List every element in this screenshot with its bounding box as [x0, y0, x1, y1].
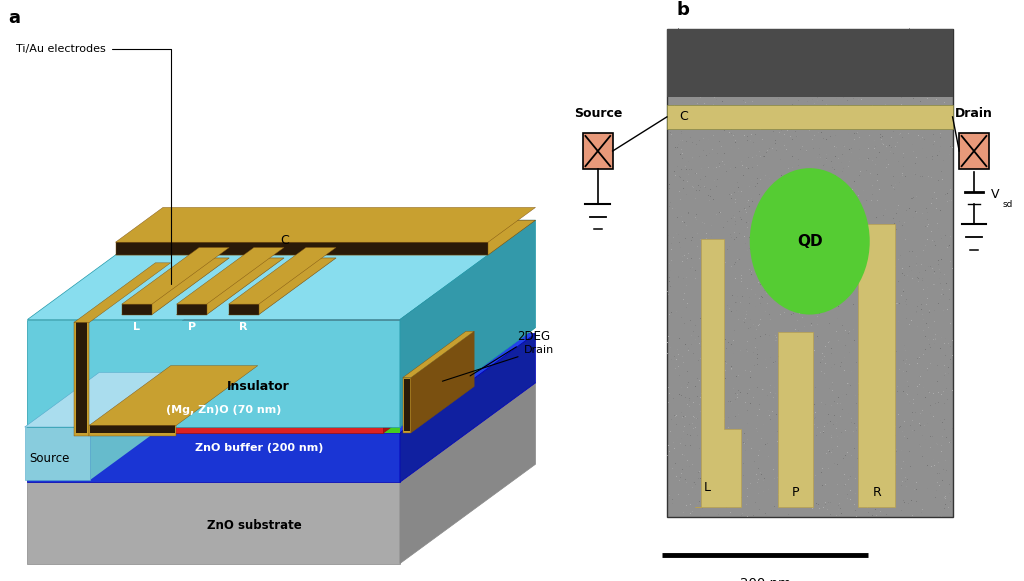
Text: Insulator: Insulator: [227, 380, 290, 393]
Polygon shape: [384, 293, 510, 433]
Polygon shape: [176, 258, 284, 314]
Bar: [858, 224, 895, 507]
Polygon shape: [400, 383, 536, 564]
Text: 2DEG: 2DEG: [470, 329, 550, 376]
Polygon shape: [176, 304, 207, 314]
Bar: [583, 133, 612, 169]
Polygon shape: [400, 220, 536, 427]
Text: a: a: [8, 9, 20, 27]
Text: ZnO buffer (200 nm): ZnO buffer (200 nm): [196, 443, 324, 453]
Polygon shape: [411, 331, 474, 433]
Text: P: P: [187, 322, 196, 332]
Polygon shape: [404, 379, 410, 431]
Text: R: R: [872, 486, 882, 499]
Text: V: V: [990, 188, 999, 201]
Polygon shape: [74, 322, 89, 436]
Bar: [667, 105, 952, 129]
Polygon shape: [28, 220, 536, 320]
Polygon shape: [90, 372, 165, 480]
Text: sd: sd: [1002, 200, 1013, 209]
Polygon shape: [228, 304, 259, 314]
Text: Ti/Au electrodes: Ti/Au electrodes: [16, 44, 171, 284]
Polygon shape: [28, 482, 400, 564]
Polygon shape: [116, 220, 536, 255]
Polygon shape: [116, 242, 488, 255]
Polygon shape: [28, 383, 536, 482]
Polygon shape: [402, 378, 411, 433]
Text: C: C: [280, 234, 289, 247]
Text: Drain: Drain: [955, 107, 993, 120]
Bar: [667, 29, 952, 98]
Polygon shape: [400, 333, 536, 482]
Polygon shape: [28, 427, 400, 433]
Polygon shape: [116, 207, 536, 242]
Polygon shape: [93, 386, 384, 433]
Polygon shape: [25, 372, 165, 427]
Polygon shape: [28, 433, 400, 482]
Polygon shape: [228, 258, 336, 314]
Text: Source: Source: [29, 452, 70, 465]
Polygon shape: [89, 365, 258, 425]
Polygon shape: [122, 304, 152, 314]
Polygon shape: [28, 328, 536, 427]
Text: L: L: [133, 322, 140, 332]
Circle shape: [750, 168, 869, 314]
Polygon shape: [28, 320, 400, 427]
Text: QD: QD: [797, 234, 822, 249]
Text: Drain: Drain: [442, 345, 554, 381]
Polygon shape: [176, 248, 284, 304]
Bar: [959, 133, 989, 169]
Polygon shape: [28, 333, 536, 433]
Polygon shape: [402, 331, 474, 378]
Bar: [778, 332, 813, 507]
Polygon shape: [93, 293, 510, 386]
Polygon shape: [89, 425, 176, 436]
Text: P: P: [792, 486, 799, 499]
Polygon shape: [695, 239, 741, 507]
Polygon shape: [122, 258, 229, 314]
Text: R: R: [240, 322, 248, 332]
Text: (Mg, Zn)O (70 nm): (Mg, Zn)O (70 nm): [166, 404, 282, 415]
Text: L: L: [703, 481, 711, 494]
Polygon shape: [228, 248, 336, 304]
Text: 200 nm: 200 nm: [739, 577, 791, 581]
Text: ZnO substrate: ZnO substrate: [207, 519, 302, 532]
Polygon shape: [90, 425, 175, 433]
Polygon shape: [76, 322, 87, 433]
Polygon shape: [122, 248, 229, 304]
Polygon shape: [74, 263, 171, 322]
Text: Source: Source: [573, 107, 622, 120]
Text: b: b: [677, 1, 689, 19]
Polygon shape: [25, 427, 90, 480]
Bar: [667, 29, 952, 517]
Text: C: C: [679, 110, 687, 123]
